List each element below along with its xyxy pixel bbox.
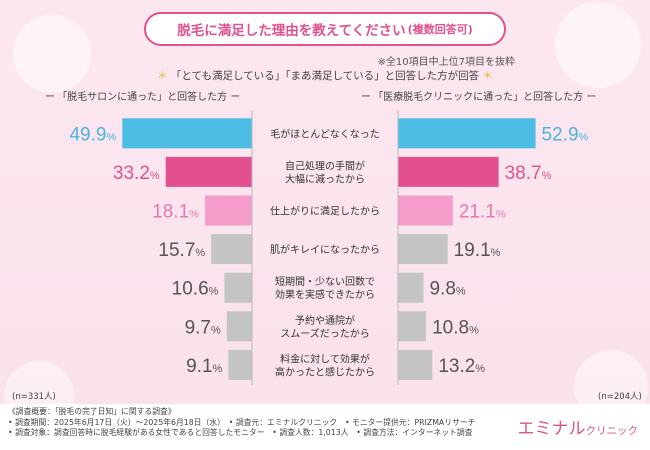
right-bar-7 — [398, 349, 433, 380]
right-value-label-1: 52.9% — [542, 124, 589, 145]
right-value-label-5: 9.8% — [429, 279, 465, 300]
left-value-label-5: 10.6% — [172, 279, 219, 300]
note-main: 「とても満足している」「まあ満足している」と回答した方が回答 — [170, 70, 480, 82]
left-bar-7 — [228, 349, 252, 380]
note-star-right: ＊ — [482, 70, 493, 82]
left-dash-1: ー — [45, 92, 55, 103]
right-bar-5 — [398, 272, 424, 303]
right-dash-2: ー — [586, 92, 596, 103]
survey-footer: 《調査概要：「脱毛の完了日知」に関する調査》 • 調査期間：2025年6月17日… — [0, 404, 650, 450]
footer-line-1: 《調査概要：「脱毛の完了日知」に関する調査》 — [8, 407, 176, 416]
category-label-7: 料金に対して効果が高かったと感じたから — [275, 352, 375, 378]
right-bar-1 — [398, 118, 536, 149]
footer-line-2: • 調査期間：2025年6月17日（火）～2025年6月18日（水） • 調査元… — [8, 417, 476, 427]
left-value-label-3: 18.1% — [152, 202, 199, 223]
brand-logo: エミナルクリニック — [518, 414, 639, 439]
right-value-label-2: 38.7% — [505, 163, 552, 184]
category-label-6: 予約や通院がスムーズだったから — [280, 314, 370, 340]
right-bar-2 — [398, 156, 499, 187]
chart-title-box: 脱毛に満足した理由を教えてください (複数回答可) — [144, 12, 506, 46]
left-value-label-1: 49.9% — [69, 124, 116, 145]
left-value-label-7: 9.1% — [186, 356, 222, 377]
note-main-line: ＊ 「とても満足している」「まあ満足している」と回答した方が回答 ＊ — [0, 68, 650, 83]
right-bar-6 — [398, 311, 427, 342]
left-bar-1 — [122, 118, 252, 149]
right-value-label-3: 21.1% — [459, 202, 506, 223]
butterfly-bar-chart: 49.9% 52.9% 毛がほとんどなくなった 33.2% 38.7% 自己処理の手間が大… — [69, 110, 589, 385]
logo-main: エミナル — [517, 419, 586, 439]
right-bar-4 — [398, 234, 448, 265]
left-bar-6 — [226, 311, 252, 342]
left-group-label: 「脱毛サロンに通った」と回答した方 — [57, 92, 228, 103]
chart-title-sub: (複数回答可) — [407, 23, 473, 36]
category-label-5: 短期間・少ない回数で効果を実感できたから — [275, 275, 375, 301]
chart-title: 脱毛に満足した理由を教えてください — [177, 23, 406, 39]
right-value-label-6: 10.8% — [432, 317, 479, 338]
logo-sub: クリニック — [585, 425, 639, 437]
right-value-label-7: 13.2% — [438, 356, 485, 377]
left-bar-3 — [204, 195, 252, 226]
right-group-label: 「医療脱毛クリニックに通った」と回答した方 — [373, 92, 584, 103]
right-bar-3 — [398, 195, 453, 226]
left-bar-2 — [165, 156, 252, 187]
left-group-header: ー 「脱毛サロンに通った」と回答した方 ー — [45, 88, 240, 103]
left-bar-4 — [211, 234, 252, 265]
left-value-label-2: 33.2% — [113, 163, 160, 184]
right-group-header: ー 「医療脱毛クリニックに通った」と回答した方 ー — [361, 88, 596, 103]
right-dash-1: ー — [361, 92, 371, 103]
note-top: ※全10項目中上位7項目を抜粋 — [377, 57, 515, 68]
category-label-2: 自己処理の手間が大幅に減ったから — [285, 159, 365, 185]
left-value-label-4: 15.7% — [158, 240, 205, 261]
left-sample-size: (n=331人) — [12, 392, 56, 402]
right-sample-size: (n=204人) — [598, 392, 642, 402]
left-bar-5 — [224, 272, 252, 303]
left-dash-2: ー — [230, 92, 240, 103]
note-star-left: ＊ — [157, 70, 168, 82]
footer-line-3: • 調査対象：調査回答時に脱毛経験がある女性であると回答したモニター • 調査人… — [8, 428, 473, 437]
category-label-4: 肌がキレイになったから — [270, 243, 380, 256]
left-value-label-6: 9.7% — [185, 317, 221, 338]
category-label-1: 毛がほとんどなくなった — [270, 127, 380, 140]
category-label-3: 仕上がりに満足したから — [270, 205, 380, 218]
right-value-label-4: 19.1% — [454, 240, 501, 261]
